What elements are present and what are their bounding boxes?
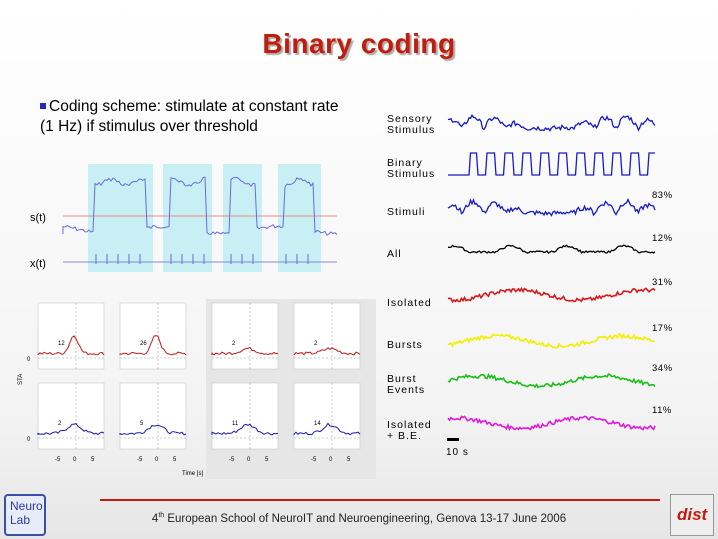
trace-label: Isolated <box>387 297 432 309</box>
trace-plot: 10 s <box>446 113 656 458</box>
sta-panel-top: 2 <box>211 302 279 370</box>
trace-line <box>447 286 656 304</box>
sta-xlabel: Time [s] <box>182 471 203 477</box>
threshold-window <box>88 164 153 272</box>
trace-percent: 31% <box>652 277 673 288</box>
sta-panel-top: 26 <box>119 302 187 370</box>
sta-count: 2 <box>314 341 318 347</box>
sta-count: 14 <box>314 421 321 427</box>
footer-sup: th <box>158 512 165 519</box>
footer-number: 4 <box>151 512 159 525</box>
trace-label: Sensory Stimulus <box>387 113 436 136</box>
sta-trace <box>211 423 279 436</box>
sta-trace <box>37 422 105 436</box>
sta-count: 12 <box>58 341 65 347</box>
x-label: x(t) <box>30 258 46 270</box>
sta-panel-bottom: 2 -5 0 5 <box>37 382 105 463</box>
sta-xtick: -5 <box>137 457 143 463</box>
sta-count: 5 <box>140 421 144 427</box>
trace-line <box>447 332 656 349</box>
trace-label: Binary Stimulus <box>387 157 436 180</box>
footer-text: 4th European School of NeuroIT and Neuro… <box>0 512 718 525</box>
neurolab-logo-text: Neuro Lab <box>10 499 43 527</box>
sta-trace <box>293 422 361 436</box>
sta-panel-bottom: 5 -5 0 5 <box>119 382 187 463</box>
trace-label: Bursts <box>387 339 423 351</box>
sta-panel-bottom: 11 -5 0 5 <box>211 382 279 463</box>
sta-panel-bottom: 14 -5 0 5 <box>293 382 361 463</box>
sta-xtick: -5 <box>55 457 61 463</box>
x-stim-ticks <box>95 254 309 264</box>
sta-count: 2 <box>232 341 236 347</box>
trace-percent: 12% <box>652 233 673 244</box>
sta-trace <box>37 335 105 356</box>
sta-panel-frame <box>293 382 361 450</box>
sta-count: 2 <box>58 421 62 427</box>
sta-panel-frame <box>119 382 187 450</box>
trace-label: Burst Events <box>387 373 426 396</box>
sta-xtick: -5 <box>311 457 317 463</box>
s-trace <box>62 176 338 237</box>
sta-panel-top: 2 <box>293 302 361 370</box>
sta-panel-top: 12 <box>37 302 105 370</box>
sta-count: 26 <box>140 341 147 347</box>
sta-panel-frame <box>211 302 279 370</box>
sta-zero-bottom: 0 <box>27 437 31 443</box>
sta-panel-frame <box>293 302 361 370</box>
sta-xtick: 0 <box>73 457 77 463</box>
sta-xtick: 0 <box>247 457 251 463</box>
scale-bar-label: 10 s <box>446 447 469 458</box>
sta-panel-frame <box>37 382 105 450</box>
sta-trace <box>119 335 187 356</box>
trace-line <box>448 244 656 254</box>
trace-label: Isolated + B.E. <box>387 419 432 442</box>
sta-ylabel: STA <box>18 374 24 385</box>
sta-xtick: 0 <box>155 457 159 463</box>
s-label: s(t) <box>30 212 46 224</box>
footer-rule <box>100 499 660 501</box>
bullet-text: Coding scheme: stimulate at constant rat… <box>40 97 340 137</box>
neurolab-logo: Neuro Lab <box>4 494 46 536</box>
trace-percent: 34% <box>652 363 673 374</box>
trace-percent: 83% <box>652 190 673 201</box>
bullet-square-icon <box>40 103 46 109</box>
sta-count: 11 <box>232 421 239 427</box>
sta-xtick: 5 <box>265 457 269 463</box>
sta-trace <box>293 347 361 356</box>
sta-zero-top: 0 <box>27 357 31 363</box>
trace-line <box>447 113 656 132</box>
trace-percent: 11% <box>652 405 672 416</box>
signal-plot: s(t) x(t) <box>30 164 338 272</box>
threshold-window <box>278 164 321 272</box>
sta-panel-frame <box>211 382 279 450</box>
scale-bar <box>447 438 459 441</box>
sta-panels: 12 2 -5 0 5 26 5 -5 0 5 2 11 -5 0 5 2 14 -5 0 5 <box>37 302 361 463</box>
sta-trace <box>211 346 279 356</box>
dist-logo: dist <box>670 494 714 536</box>
trace-line <box>447 198 656 217</box>
sta-xtick: 0 <box>329 457 333 463</box>
trace-line <box>448 152 655 176</box>
trace-line <box>447 415 656 432</box>
trace-percent: 17% <box>652 323 673 334</box>
footer-content: European School of NeuroIT and Neuroengi… <box>164 512 567 525</box>
sta-grid: STA 0 0 12 2 -5 0 5 26 5 -5 0 5 2 11 -5 0 5 2 14 -5 0 5 Tim… <box>18 299 376 479</box>
sta-xtick: 5 <box>91 457 95 463</box>
bullet-content: Coding scheme: stimulate at constant rat… <box>40 98 339 135</box>
sta-panel-frame <box>119 302 187 370</box>
sta-xtick: 5 <box>173 457 177 463</box>
slide-title: Binary coding <box>262 28 456 59</box>
trace-label: All <box>387 248 402 260</box>
sta-panel-frame <box>37 302 105 370</box>
sta-trace <box>119 424 187 436</box>
sta-xtick: 5 <box>347 457 351 463</box>
sta-xtick: -5 <box>229 457 235 463</box>
threshold-windows <box>88 164 321 272</box>
trace-label: Stimuli <box>387 206 426 218</box>
dist-logo-text: dist <box>677 505 708 524</box>
trace-lines <box>447 113 656 432</box>
trace-line <box>447 373 656 389</box>
